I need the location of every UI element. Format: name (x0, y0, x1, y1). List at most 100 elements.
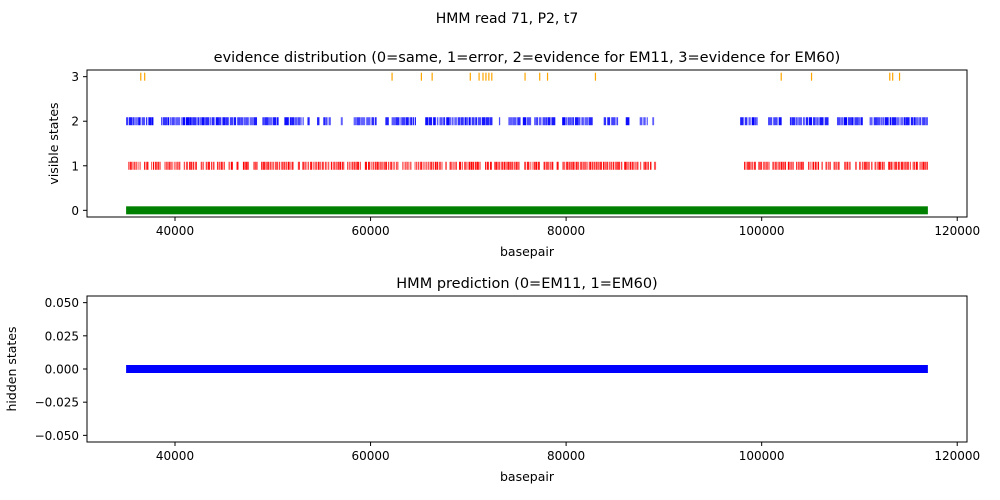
state-1-tick (546, 161, 548, 170)
state-1-tick (151, 161, 152, 170)
state-2-tick (245, 117, 249, 126)
evidence-ytick-label: 3 (71, 70, 79, 84)
state-1-tick (624, 161, 626, 170)
state-2-tick (317, 117, 320, 126)
evidence-axes: 40000 60000 80000 100000 120000 0 1 2 3 evidence … (46, 50, 980, 259)
state-2-tick (181, 117, 183, 126)
state-1-tick (644, 161, 647, 170)
state-1-tick (262, 161, 266, 170)
state-2-tick (743, 117, 745, 126)
state-1-tick (926, 161, 928, 170)
state-1-tick (281, 161, 284, 170)
state-3-tick-11 (524, 72, 526, 81)
state-2-tick (385, 117, 389, 126)
state-1-tick (417, 161, 420, 170)
state-1-tick (507, 161, 510, 170)
state-2-tick (489, 117, 493, 126)
state-1-tick (192, 161, 195, 170)
state-1-tick (556, 161, 559, 170)
state-1-tick (425, 161, 427, 170)
state-2-tick (768, 117, 773, 126)
state-1-tick (274, 161, 277, 170)
state-2-tick (161, 117, 163, 126)
state-1-tick (639, 161, 642, 170)
state-1-tick (172, 161, 174, 170)
state-3-tick-2 (391, 72, 393, 81)
state-2-tick (218, 117, 222, 126)
state-1-tick (632, 161, 634, 170)
state-2-tick (526, 117, 532, 126)
state-2-tick (128, 117, 133, 126)
state-1-tick (406, 161, 408, 170)
state-1-tick (846, 161, 849, 170)
state-1-tick (919, 161, 921, 170)
state-1-tick (904, 161, 907, 170)
state-2-tick (225, 117, 229, 126)
state-1-tick (844, 161, 847, 170)
state-2-tick (789, 117, 792, 126)
prediction-ytick-label: 0.050 (45, 296, 79, 310)
state-2-tick (401, 117, 406, 126)
state-1-tick (189, 161, 191, 170)
state-1-tick (649, 161, 652, 170)
evidence-xtick-label: 60000 (351, 224, 389, 238)
evidence-xtick-label: 80000 (547, 224, 585, 238)
state-1-tick (321, 161, 324, 170)
state-2-tick (361, 117, 366, 126)
state-1-tick (870, 161, 873, 170)
state-2-tick (356, 117, 361, 126)
state-2-tick (919, 117, 922, 126)
state-3-tick-13 (546, 72, 549, 81)
state-1-tick (547, 161, 549, 170)
state-1-tick (572, 161, 575, 170)
state-1-tick (538, 161, 540, 170)
state-2-tick (451, 117, 454, 126)
state-1-tick (593, 161, 596, 170)
state-2-tick (581, 117, 584, 126)
state-1-tick (888, 161, 891, 170)
state-1-tick (812, 161, 815, 170)
state-1-tick (513, 161, 516, 170)
state-2-tick (545, 117, 548, 126)
state-2-tick (751, 117, 755, 126)
state-1-tick (228, 161, 231, 170)
state-1-tick (915, 161, 918, 170)
state-1-tick (907, 161, 909, 170)
state-1-tick (137, 161, 139, 170)
state-1-tick (415, 161, 417, 170)
state-2-tick (449, 117, 452, 126)
state-2-tick (201, 117, 205, 126)
prediction-ytick-label: 0.000 (45, 363, 79, 377)
state-1-tick (817, 161, 820, 170)
state-2-tick (579, 117, 581, 126)
state-1-tick (285, 161, 288, 170)
state-1-tick (768, 161, 770, 170)
state-3-tick-5 (469, 72, 471, 81)
state-1-tick (461, 161, 463, 170)
state-1-tick (432, 161, 435, 170)
evidence-ytick-label: 2 (71, 115, 79, 129)
state-1-tick (509, 161, 512, 170)
state-2-tick (625, 117, 630, 126)
state-1-tick (862, 161, 864, 170)
state-1-tick (445, 161, 447, 170)
state-1-tick (178, 161, 181, 170)
state-1-tick (146, 161, 149, 170)
state-1-tick (808, 161, 810, 170)
state-1-tick (575, 161, 578, 170)
state-2-tick (547, 117, 551, 126)
evidence-ytick-label: 1 (71, 159, 79, 173)
state-1-tick (906, 161, 908, 170)
state-1-tick (524, 161, 527, 170)
state-1-tick (564, 161, 566, 170)
state-1-tick (833, 161, 836, 170)
state-1-tick (877, 161, 879, 170)
state-1-tick (210, 161, 213, 170)
state-2-tick (141, 117, 146, 126)
evidence-xlabel: basepair (500, 244, 555, 259)
state-2-tick (754, 117, 756, 126)
state-1-tick (881, 161, 883, 170)
state-2-tick (471, 117, 475, 126)
state-1-tick (628, 161, 630, 170)
state-1-tick (408, 161, 410, 170)
